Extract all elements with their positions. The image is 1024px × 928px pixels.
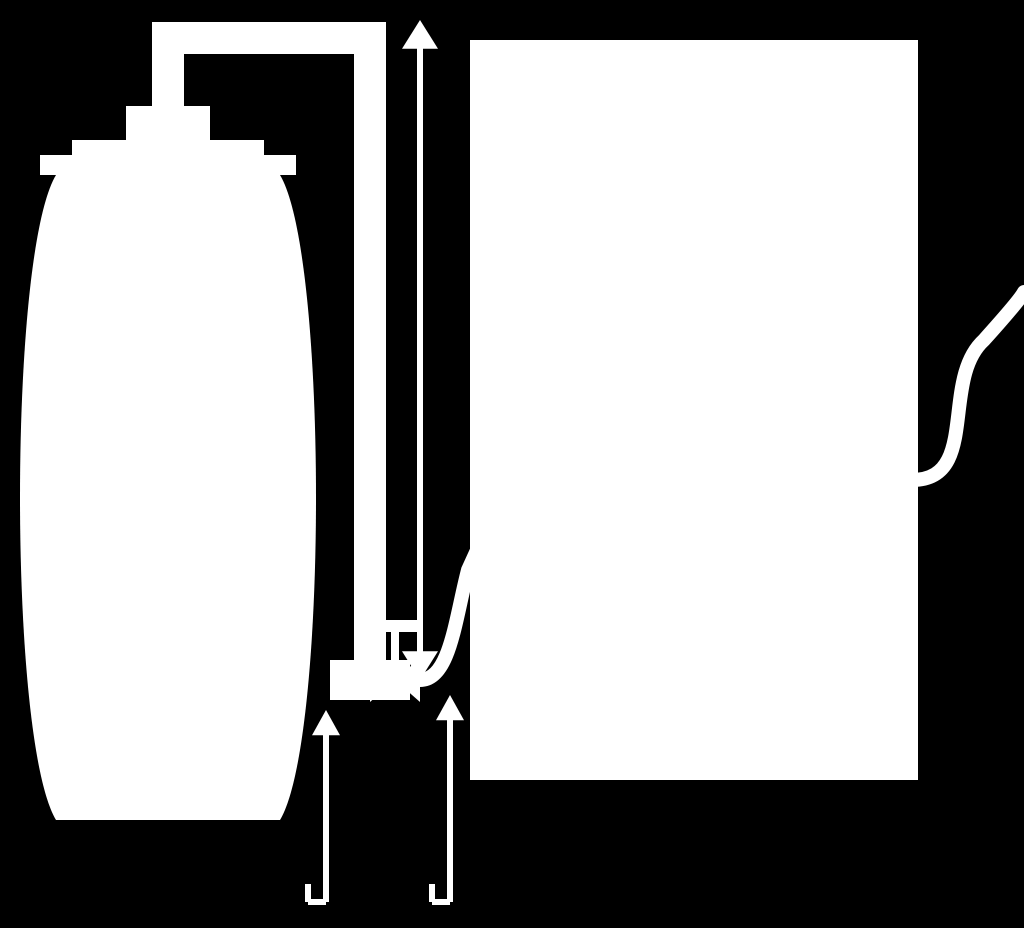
- barrel: [20, 106, 316, 820]
- siphon-valve-diagram: [0, 0, 1024, 928]
- outlet-hose: [912, 292, 1024, 480]
- appliance-box: [470, 40, 918, 780]
- callout-arrow-valve: [432, 695, 464, 902]
- callout-arrow-pipe: [308, 710, 340, 902]
- height-dimension-arrow: [402, 20, 438, 680]
